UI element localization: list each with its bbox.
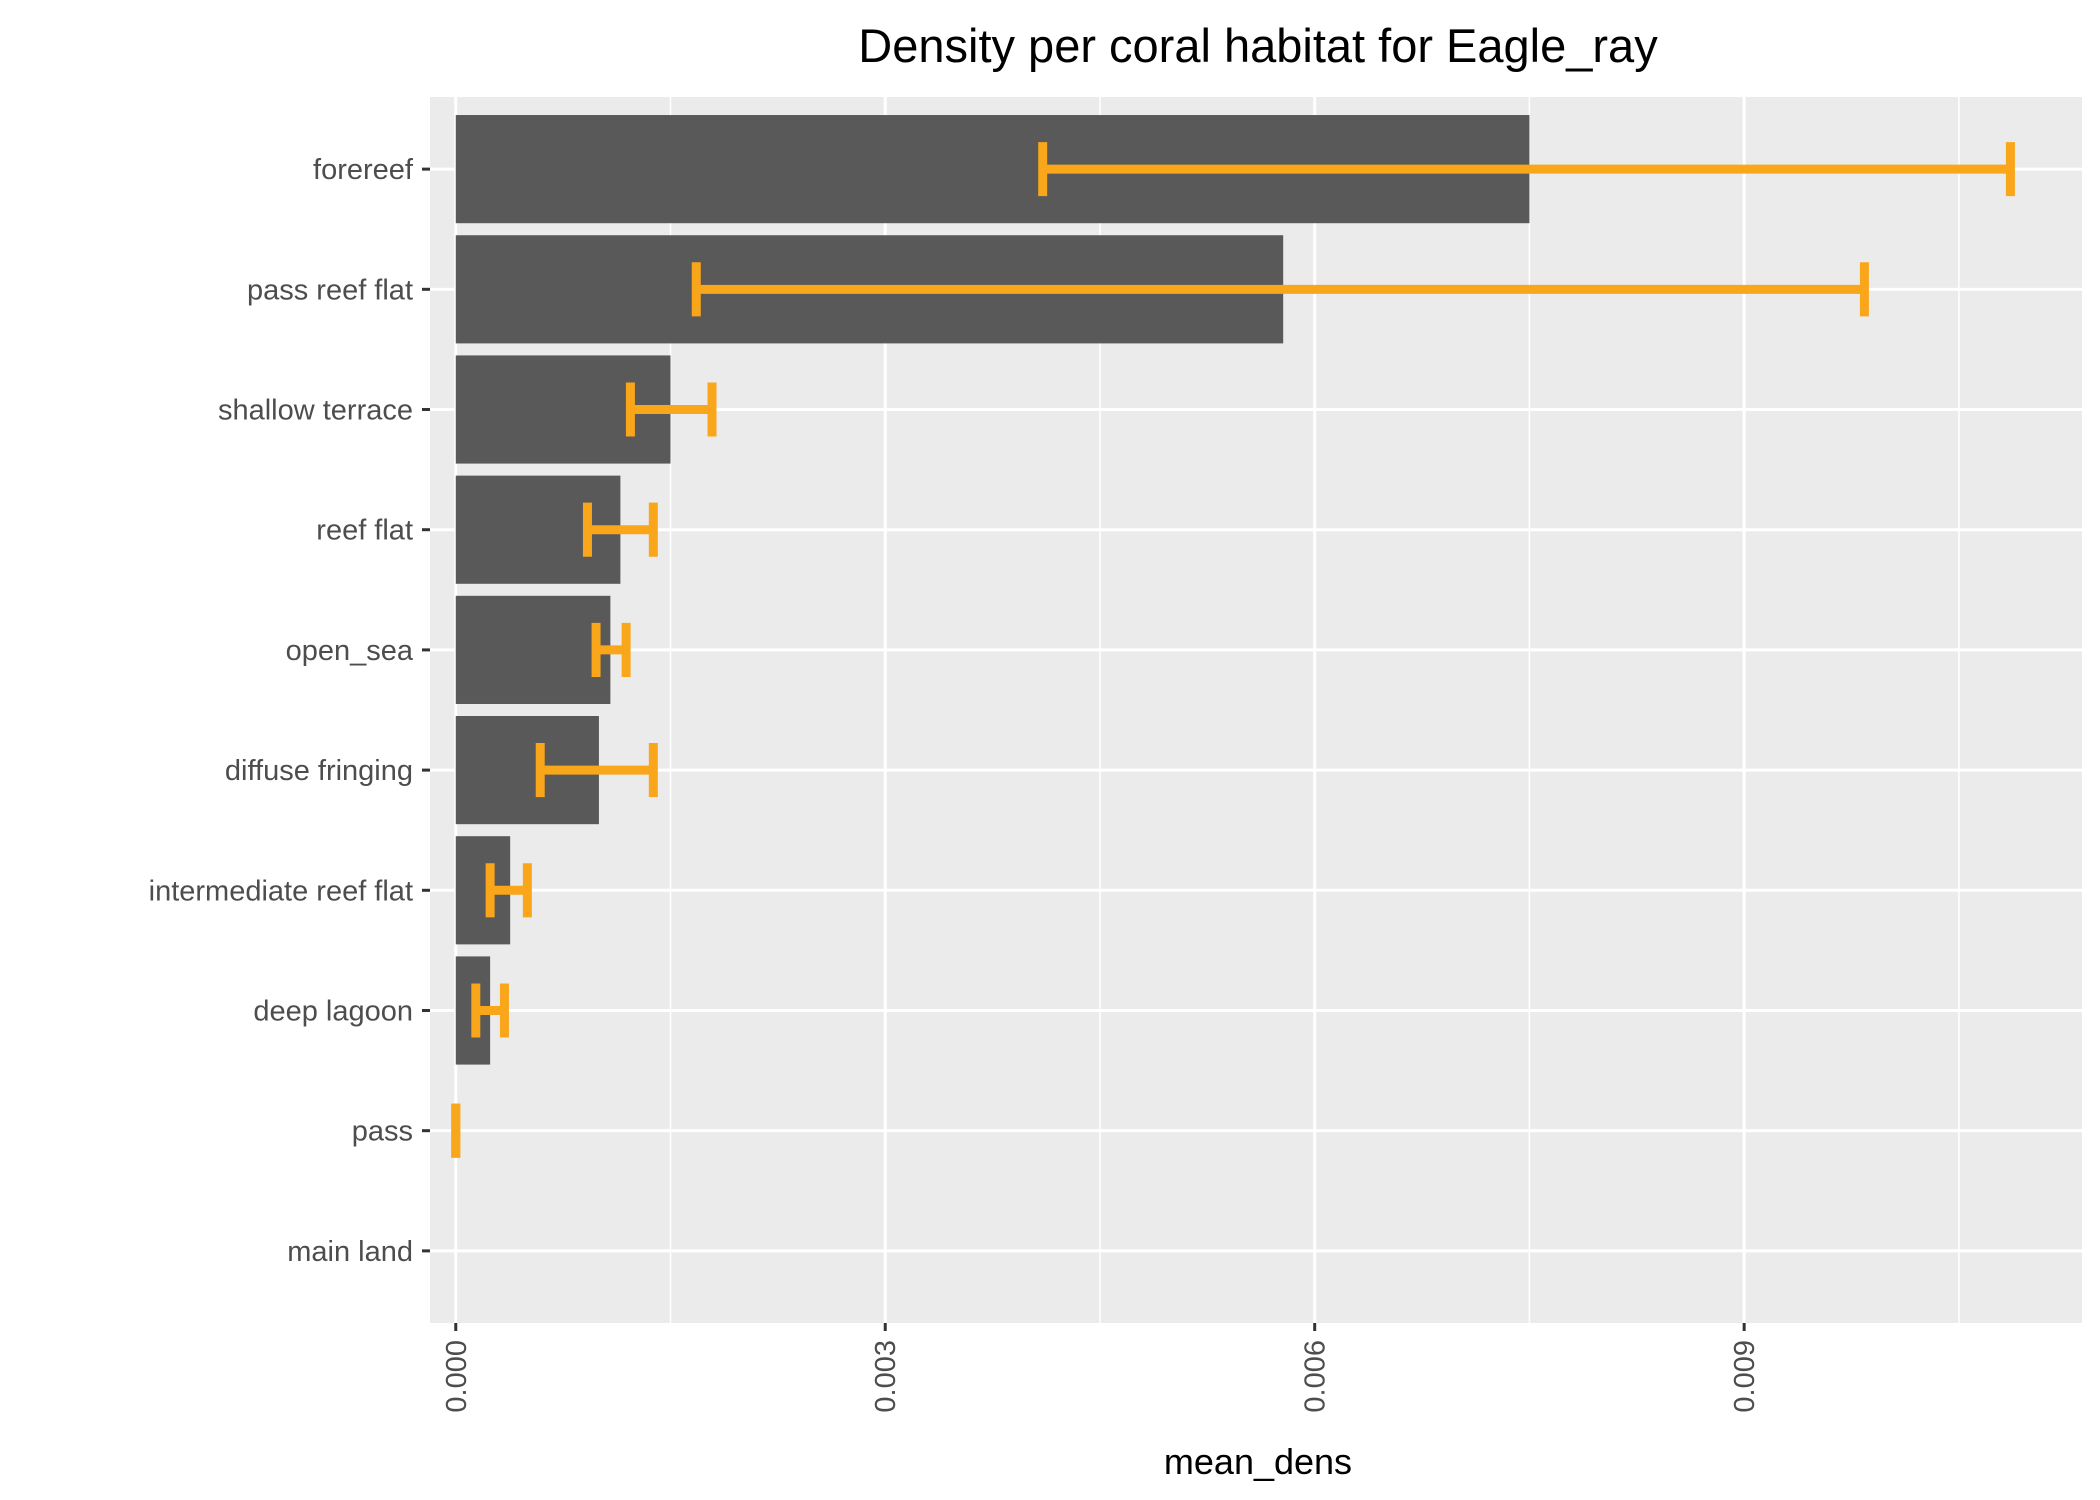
x-tick-label: 0.003: [870, 1340, 902, 1413]
y-tick-label: open_sea: [286, 635, 414, 667]
bars: [455, 115, 1530, 1065]
y-tick-label: pass: [352, 1116, 413, 1148]
y-tick-label: pass reef flat: [247, 274, 413, 306]
errorbar-forereef: [1038, 142, 2015, 197]
x-axis: 0.000 0.003 0.006 0.009: [441, 1323, 1761, 1413]
errorbar-deep-lagoon: [471, 983, 509, 1038]
x-tick-label: 0.009: [1729, 1340, 1761, 1413]
chart-title: Density per coral habitat for Eagle_ray: [858, 19, 1658, 72]
x-axis-title: mean_dens: [1164, 1441, 1352, 1482]
errorbar-shallow-terrace: [625, 382, 717, 437]
x-tick-label: 0.000: [441, 1340, 473, 1413]
errorbar-intermediate-reef-flat: [485, 863, 532, 918]
y-tick-label: intermediate reef flat: [149, 875, 413, 907]
y-tick-label: main land: [287, 1236, 413, 1268]
y-tick-label: reef flat: [316, 515, 413, 547]
bar-open-sea: [455, 595, 611, 704]
error-bars: [451, 142, 2015, 1158]
errorbar-reef-flat: [582, 502, 658, 557]
y-tick-label: shallow terrace: [218, 395, 413, 427]
errorbar-open-sea: [591, 622, 631, 677]
errorbar-pass-reef-flat: [691, 262, 1869, 317]
y-tick-label: forereef: [313, 154, 414, 186]
y-tick-label: diffuse fringing: [225, 755, 413, 787]
y-axis: forereef pass reef flat shallow terrace ree…: [149, 154, 430, 1268]
y-tick-label: deep lagoon: [253, 995, 413, 1027]
errorbar-diffuse-fringing: [535, 743, 658, 798]
x-tick-label: 0.006: [1300, 1340, 1332, 1413]
